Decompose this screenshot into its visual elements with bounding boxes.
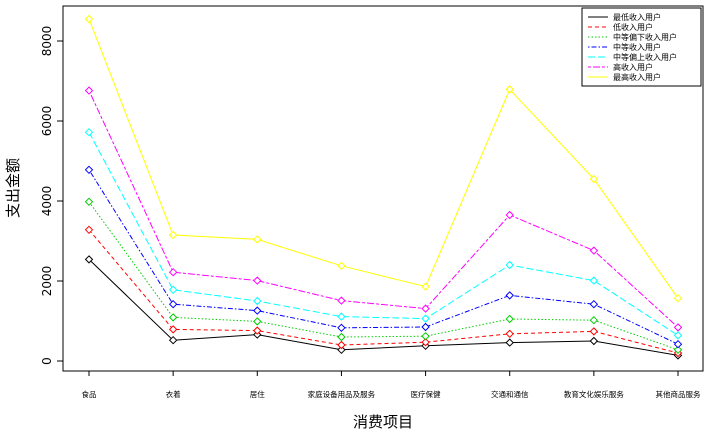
series-7 (84, 14, 683, 303)
data-point (589, 327, 599, 336)
y-tick-label: 0 (40, 357, 54, 365)
data-point (253, 306, 262, 315)
legend-label: 中等偏上收入用户 (613, 52, 677, 62)
data-point (589, 276, 599, 285)
data-point (337, 345, 346, 355)
data-point (673, 331, 683, 340)
data-point (421, 331, 430, 341)
data-point (505, 210, 514, 220)
legend-label: 低收入用户 (613, 22, 653, 32)
data-point (505, 338, 514, 347)
data-point (505, 85, 514, 94)
data-point (337, 296, 346, 305)
data-point (421, 337, 430, 347)
legend: 最低收入用户低收入用户中等偏下收入用户中等收入用户中等偏上收入用户高收入用户最高… (581, 7, 702, 87)
data-point (421, 304, 430, 313)
series-line (88, 259, 679, 356)
data-point (505, 314, 514, 324)
data-point (421, 282, 430, 291)
x-axis-label: 消费项目 (353, 413, 413, 431)
data-point (84, 255, 94, 264)
data-point (84, 86, 94, 95)
data-point (589, 246, 599, 255)
data-point (337, 332, 346, 342)
series-line (88, 90, 679, 328)
x-tick-label: 教育文化娱乐服务 (564, 389, 624, 399)
x-tick-label: 衣着 (166, 389, 181, 399)
y-tick-label: 2000 (40, 266, 54, 297)
data-point (168, 285, 178, 295)
data-point (253, 276, 262, 285)
x-axis: 食品 衣着 居住 家庭设备用品及服务 医疗保健 交通和通信 教育文化娱乐服务 其他商品服务 (82, 370, 701, 399)
data-point (253, 326, 262, 335)
data-point (84, 127, 94, 137)
data-point (168, 230, 178, 240)
data-point (505, 260, 514, 270)
data-point (673, 339, 683, 349)
legend-label: 高收入用户 (613, 62, 653, 72)
series-6 (84, 86, 683, 332)
legend-label: 中等收入用户 (613, 42, 661, 52)
data-point (253, 296, 262, 306)
y-axis-label: 支出金额 (4, 158, 22, 218)
data-point (421, 322, 430, 332)
data-point (673, 323, 683, 332)
data-point (84, 14, 94, 24)
data-point (337, 312, 346, 321)
data-point (168, 325, 178, 334)
data-point (84, 197, 94, 207)
data-point (168, 313, 178, 322)
legend-box (581, 7, 702, 87)
series-line (88, 201, 679, 351)
data-point (505, 329, 514, 339)
data-point (673, 345, 683, 355)
series-line (88, 18, 679, 299)
data-point (337, 261, 346, 271)
data-point (505, 291, 514, 300)
x-tick-label: 食品 (82, 389, 97, 399)
data-point (337, 323, 346, 333)
y-tick-label: 8000 (40, 26, 54, 57)
series-5 (84, 127, 683, 340)
y-tick-label: 4000 (40, 186, 54, 217)
data-point (589, 174, 599, 184)
legend-label: 中等偏下收入用户 (613, 32, 677, 42)
y-axis: 0 2000 4000 6000 8000 (40, 26, 64, 365)
legend-label: 最高收入用户 (613, 72, 661, 82)
series-3 (84, 197, 683, 355)
x-tick-label: 居住 (250, 389, 265, 399)
y-tick-label: 6000 (40, 106, 54, 137)
data-point (84, 165, 94, 175)
data-point (421, 314, 430, 323)
data-point (673, 293, 683, 303)
data-point (168, 335, 178, 345)
x-tick-label: 交通和通信 (491, 389, 529, 399)
data-point (589, 336, 599, 346)
series-line (88, 131, 679, 336)
data-point (337, 340, 346, 350)
data-point (168, 299, 178, 309)
data-point (253, 317, 262, 326)
legend-label: 最低收入用户 (613, 12, 661, 22)
data-point (168, 267, 178, 277)
x-tick-label: 其他商品服务 (656, 389, 701, 399)
data-point (589, 315, 599, 325)
x-tick-label: 家庭设备用品及服务 (308, 389, 376, 399)
series-group (84, 14, 683, 360)
series-4 (84, 165, 683, 349)
series-line (88, 169, 679, 345)
x-tick-label: 医疗保健 (411, 389, 441, 399)
data-point (253, 235, 262, 244)
data-point (589, 299, 599, 309)
data-point (84, 225, 94, 235)
